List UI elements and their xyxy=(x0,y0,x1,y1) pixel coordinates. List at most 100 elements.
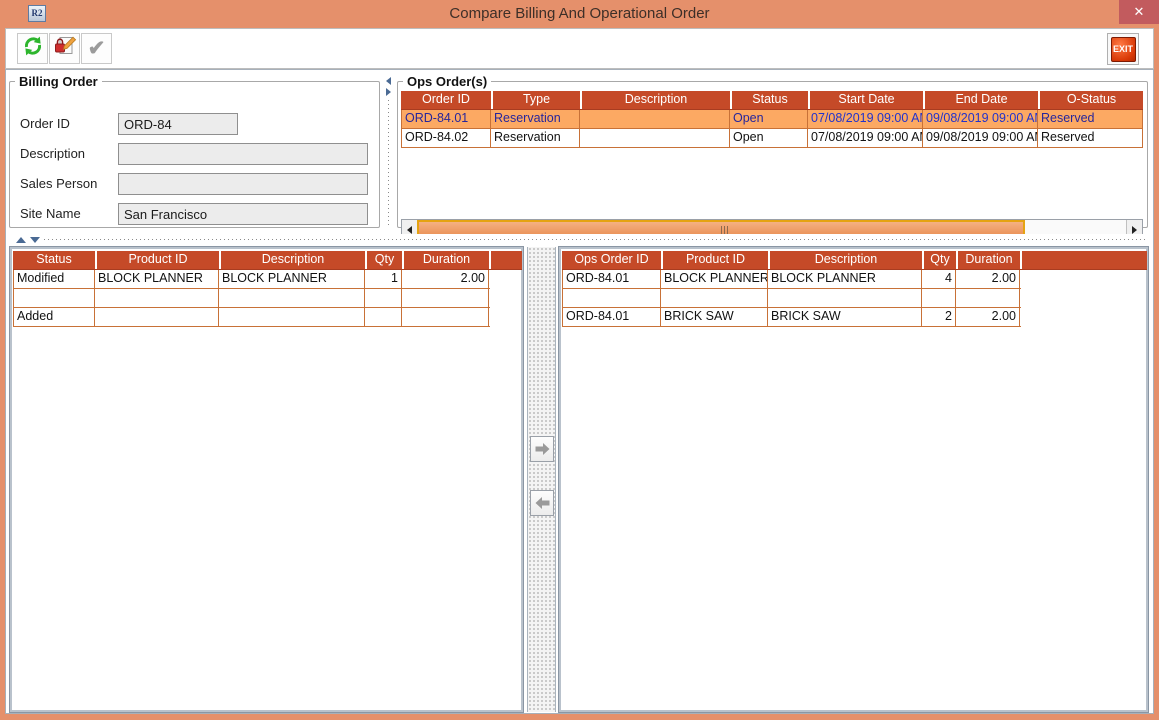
col-header-duration[interactable]: Duration xyxy=(956,251,1020,269)
collapse-left-icon[interactable] xyxy=(386,77,391,85)
thumb-grip xyxy=(721,226,728,235)
left-arrow-icon xyxy=(407,225,412,234)
site-name-row: Site Name xyxy=(10,203,379,225)
cell-description xyxy=(219,308,365,326)
cell-ops-order-id: ORD-84.01 xyxy=(562,308,661,326)
col-header-status[interactable]: Status xyxy=(730,91,808,109)
transfer-strip xyxy=(527,247,556,712)
col-header-description[interactable]: Description xyxy=(768,251,922,269)
cell-qty: 1 xyxy=(365,270,402,288)
sales-person-row: Sales Person xyxy=(10,173,379,195)
cell-product-id: BRICK SAW xyxy=(661,308,768,326)
description-field[interactable] xyxy=(118,143,368,165)
order-id-row: Order ID xyxy=(10,113,379,135)
exit-button-frame: EXIT xyxy=(1107,33,1139,65)
col-header-type[interactable]: Type xyxy=(491,91,580,109)
billing-order-group: Billing Order Order ID Description Sales… xyxy=(9,74,380,228)
cell-description xyxy=(580,110,730,128)
ops-orders-group-title: Ops Order(s) xyxy=(407,74,488,89)
arrow-right-icon xyxy=(535,443,549,455)
cell-qty xyxy=(365,308,402,326)
cell-duration xyxy=(956,289,1020,307)
cell-product-id xyxy=(661,289,768,307)
cell-ops-order-id xyxy=(562,289,661,307)
cell-ops-order-id: ORD-84.01 xyxy=(562,270,661,288)
ops-items-grid-header: Ops Order ID Product ID Description Qty … xyxy=(562,251,1147,270)
collapse-right-icon[interactable] xyxy=(386,88,391,96)
order-id-field[interactable] xyxy=(118,113,238,135)
ops-order-row[interactable]: ORD-84.02 Reservation Open 07/08/2019 09… xyxy=(401,129,1143,148)
window-title: Compare Billing And Operational Order xyxy=(449,5,710,22)
cell-qty: 4 xyxy=(922,270,956,288)
ops-item-row[interactable]: ORD-84.01 BLOCK PLANNER BLOCK PLANNER 4 … xyxy=(562,270,1021,289)
cell-status: Open xyxy=(730,129,808,147)
col-header-end-date[interactable]: End Date xyxy=(923,91,1038,109)
cell-order-id: ORD-84.02 xyxy=(401,129,491,147)
cell-description: BRICK SAW xyxy=(768,308,922,326)
sales-person-label: Sales Person xyxy=(20,176,98,191)
col-header-duration[interactable]: Duration xyxy=(402,251,489,269)
cell-product-id xyxy=(95,289,219,307)
cell-end-date: 09/08/2019 09:00 AM xyxy=(923,129,1038,147)
ops-orders-group: Ops Order(s) Order ID Type Description S… xyxy=(397,74,1148,240)
cell-status: Open xyxy=(730,110,808,128)
ops-order-row[interactable]: ORD-84.01 Reservation Open 07/08/2019 09… xyxy=(401,110,1143,129)
app-icon: R2 xyxy=(28,5,46,22)
billing-item-row[interactable]: Modified BLOCK PLANNER BLOCK PLANNER 1 2… xyxy=(13,270,490,289)
edit-lock-icon xyxy=(53,34,77,63)
sales-person-field[interactable] xyxy=(118,173,368,195)
cell-description: BLOCK PLANNER xyxy=(219,270,365,288)
window-titlebar: R2 Compare Billing And Operational Order… xyxy=(0,0,1159,28)
check-icon: ✔ xyxy=(87,37,106,60)
move-right-button[interactable] xyxy=(530,436,554,462)
cell-order-id: ORD-84.01 xyxy=(401,110,491,128)
cell-type: Reservation xyxy=(491,110,580,128)
cell-description xyxy=(219,289,365,307)
toolbar: ✔ EXIT xyxy=(5,28,1154,69)
col-header-o-status[interactable]: O-Status xyxy=(1038,91,1143,109)
cell-start-date: 07/08/2019 09:00 AM xyxy=(808,129,923,147)
edit-order-button[interactable] xyxy=(49,33,80,64)
ops-items-panel: Ops Order ID Product ID Description Qty … xyxy=(558,246,1149,713)
cell-product-id: BLOCK PLANNER xyxy=(661,270,768,288)
col-header-status[interactable]: Status xyxy=(13,251,95,269)
col-header-qty[interactable]: Qty xyxy=(922,251,956,269)
header-filler xyxy=(489,251,522,269)
col-header-product-id[interactable]: Product ID xyxy=(95,251,219,269)
cell-description xyxy=(580,129,730,147)
billing-item-row[interactable]: Added xyxy=(13,308,490,327)
col-header-ops-order-id[interactable]: Ops Order ID xyxy=(562,251,661,269)
col-header-description[interactable]: Description xyxy=(219,251,365,269)
cell-duration xyxy=(402,289,489,307)
cell-type: Reservation xyxy=(491,129,580,147)
exit-button[interactable]: EXIT xyxy=(1110,36,1136,62)
collapse-up-icon[interactable] xyxy=(16,237,26,243)
ops-orders-grid: Order ID Type Description Status Start D… xyxy=(401,91,1143,148)
site-name-field[interactable] xyxy=(118,203,368,225)
cell-o-status: Reserved xyxy=(1038,110,1143,128)
col-header-start-date[interactable]: Start Date xyxy=(808,91,923,109)
vertical-splitter[interactable] xyxy=(383,74,394,228)
close-button[interactable]: ✕ xyxy=(1119,0,1159,24)
site-name-label: Site Name xyxy=(20,206,81,221)
ops-item-row[interactable]: ORD-84.01 BRICK SAW BRICK SAW 2 2.00 xyxy=(562,308,1021,327)
cell-duration xyxy=(402,308,489,326)
billing-items-grid: Status Product ID Description Qty Durati… xyxy=(13,251,522,327)
collapse-down-icon[interactable] xyxy=(30,237,40,243)
refresh-button[interactable] xyxy=(17,33,48,64)
order-id-label: Order ID xyxy=(20,116,70,131)
accept-button[interactable]: ✔ xyxy=(81,33,112,64)
cell-status xyxy=(13,289,95,307)
ops-item-row[interactable] xyxy=(562,289,1021,308)
col-header-order-id[interactable]: Order ID xyxy=(401,91,491,109)
horizontal-splitter[interactable] xyxy=(6,234,1150,246)
ops-items-grid: Ops Order ID Product ID Description Qty … xyxy=(562,251,1147,327)
move-left-button[interactable] xyxy=(530,490,554,516)
billing-item-row[interactable] xyxy=(13,289,490,308)
col-header-product-id[interactable]: Product ID xyxy=(661,251,768,269)
cell-end-date: 09/08/2019 09:00 AM xyxy=(923,110,1038,128)
cell-o-status: Reserved xyxy=(1038,129,1143,147)
col-header-qty[interactable]: Qty xyxy=(365,251,402,269)
col-header-description[interactable]: Description xyxy=(580,91,730,109)
